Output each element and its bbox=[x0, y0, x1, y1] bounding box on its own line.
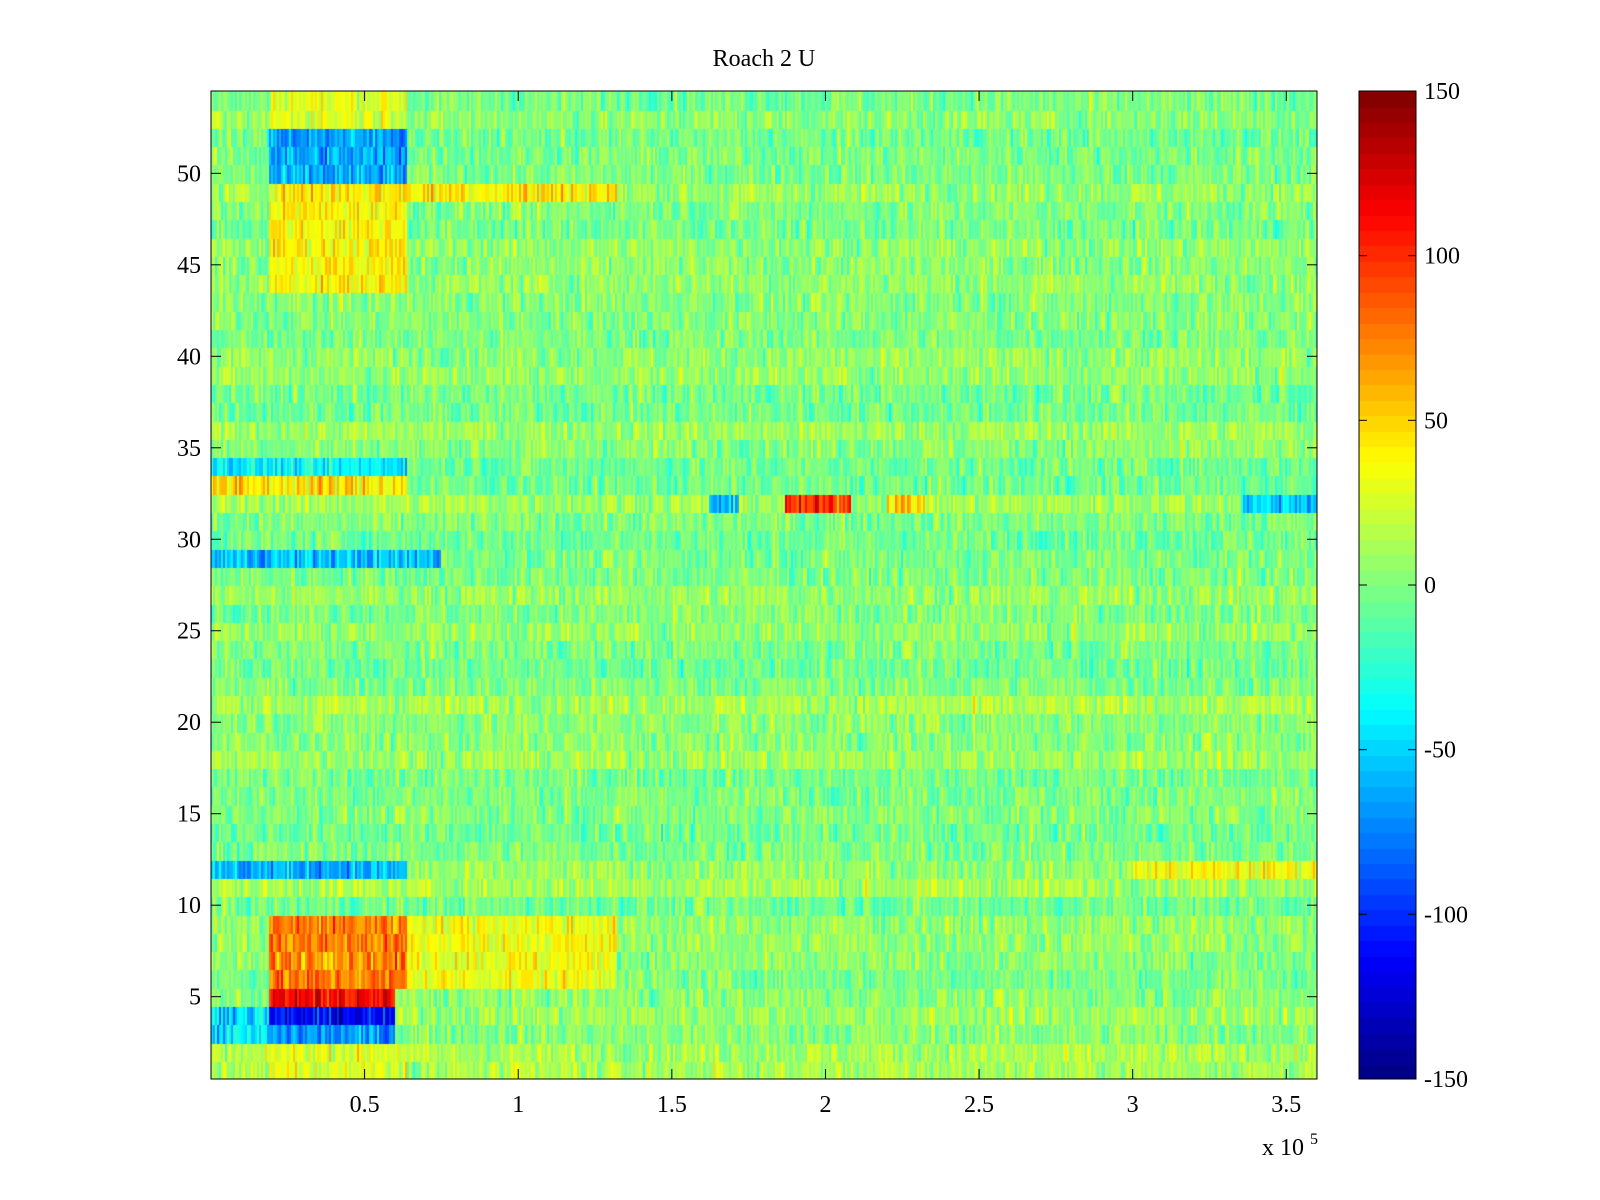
x-tick-label: 3.5 bbox=[1271, 1092, 1301, 1118]
y-tick-label: 40 bbox=[177, 344, 201, 370]
colorbar-tick-label: 0 bbox=[1424, 573, 1436, 599]
colorbar-tick-label: 150 bbox=[1424, 79, 1460, 105]
axes-frame bbox=[210, 90, 1318, 1080]
x-multiplier-prefix: x 10 bbox=[1262, 1135, 1304, 1161]
x-axis-multiplier: x 10 5 bbox=[1262, 1131, 1318, 1161]
x-axis: 0.5 1 1.5 2 2.5 3 3.5 bbox=[350, 91, 1301, 1118]
heatmap-plot bbox=[211, 91, 1317, 1079]
y-tick-label: 30 bbox=[177, 527, 201, 553]
plot-border bbox=[210, 90, 1318, 1080]
colorbar-tick-label: -50 bbox=[1424, 738, 1456, 764]
colorbar-tick-label: -100 bbox=[1424, 902, 1468, 928]
x-tick-label: 3 bbox=[1127, 1092, 1139, 1118]
x-tick-label: 1 bbox=[512, 1092, 524, 1118]
y-tick-label: 50 bbox=[177, 161, 201, 187]
colorbar-border bbox=[1358, 90, 1417, 1080]
y-tick-label: 35 bbox=[177, 436, 201, 462]
y-tick-label: 45 bbox=[177, 253, 201, 279]
y-tick-label: 15 bbox=[177, 802, 201, 828]
colorbar-tick-label: 50 bbox=[1424, 408, 1448, 434]
chart-title: Roach 2 U bbox=[713, 46, 816, 72]
y-tick-label: 10 bbox=[177, 893, 201, 919]
y-axis: 5 10 15 20 25 30 35 40 45 50 bbox=[177, 161, 1317, 1011]
x-tick-label: 2 bbox=[819, 1092, 831, 1118]
colorbar bbox=[1359, 91, 1416, 1079]
colorbar-tick-label: -150 bbox=[1424, 1067, 1468, 1093]
x-multiplier-exponent: 5 bbox=[1310, 1131, 1318, 1148]
x-tick-label: 2.5 bbox=[964, 1092, 994, 1118]
x-tick-label: 1.5 bbox=[657, 1092, 687, 1118]
y-tick-label: 5 bbox=[189, 985, 201, 1011]
y-tick-label: 25 bbox=[177, 619, 201, 645]
x-tick-label: 0.5 bbox=[350, 1092, 380, 1118]
colorbar-frame bbox=[1358, 90, 1417, 1080]
colorbar-tick-label: 100 bbox=[1424, 244, 1460, 270]
colorbar-axis: 150 100 50 0 -50 -100 -150 bbox=[1359, 79, 1468, 1093]
y-tick-label: 20 bbox=[177, 710, 201, 736]
